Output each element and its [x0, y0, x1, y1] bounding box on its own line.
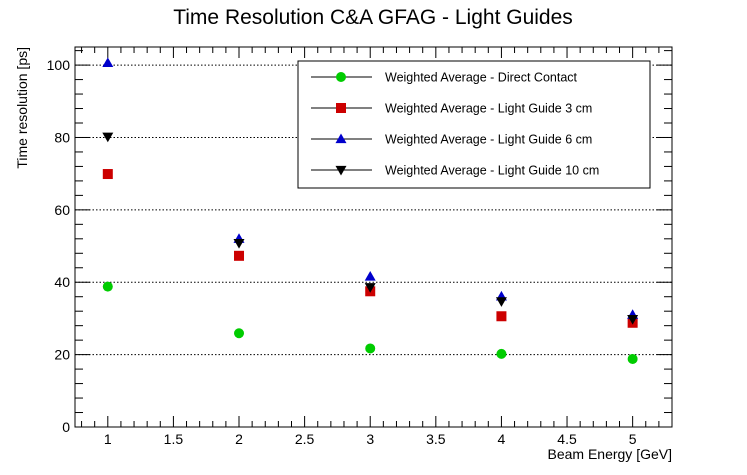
legend-label: Weighted Average - Light Guide 6 cm [385, 133, 592, 147]
y-tick-label: 20 [54, 347, 70, 363]
data-point-series-0 [102, 281, 113, 292]
legend-marker-series-3 [335, 165, 347, 176]
data-point-series-0 [365, 343, 376, 354]
x-tick-label: 5 [629, 431, 637, 447]
plot-frame [74, 46, 673, 428]
y-tick-label: 80 [54, 129, 70, 145]
legend-label: Weighted Average - Light Guide 3 cm [385, 102, 592, 116]
legend-marker-series-0 [336, 72, 346, 82]
x-tick-label: 2 [235, 431, 243, 447]
data-markers [102, 57, 639, 364]
x-tick-label: 2.5 [295, 431, 315, 447]
data-point-series-3 [364, 283, 376, 293]
data-point-series-0 [234, 328, 245, 339]
legend-marker-series-1 [336, 103, 346, 113]
x-tick-label: 1.5 [164, 431, 184, 447]
data-point-series-3 [627, 315, 639, 325]
x-tick-label: 1 [104, 431, 112, 447]
data-point-series-0 [627, 353, 638, 364]
data-point-series-1 [234, 250, 245, 261]
y-tick-label: 40 [54, 274, 70, 290]
data-point-series-3 [233, 239, 245, 249]
x-tick-label: 4 [498, 431, 506, 447]
legend-box [297, 60, 651, 189]
x-tick-label: 3.5 [426, 431, 446, 447]
y-axis-label: Time resolution [ps] [14, 47, 30, 169]
legend-label: Weighted Average - Light Guide 10 cm [385, 164, 599, 178]
tick-labels: 0 20 40 60 80 100 1 1.5 2 2.5 3 3.5 4 4.5 5 [47, 57, 637, 447]
x-axis-label: Beam Energy [GeV] [547, 446, 672, 462]
legend-marker-series-2 [335, 133, 347, 144]
data-point-series-2 [364, 270, 376, 281]
chart-title: Time Resolution C&A GFAG - Light Guides [173, 6, 573, 29]
data-point-series-3 [495, 297, 507, 307]
data-point-series-1 [496, 311, 507, 322]
legend: Weighted Average - Direct Contact Weighte… [297, 60, 651, 189]
x-tick-label: 4.5 [557, 431, 577, 447]
y-tick-label: 100 [47, 57, 71, 73]
data-point-series-2 [102, 57, 114, 68]
data-point-series-3 [102, 132, 114, 143]
data-point-series-1 [102, 169, 113, 180]
y-tick-label: 0 [62, 419, 70, 435]
x-tick-label: 3 [366, 431, 374, 447]
y-tick-label: 60 [54, 202, 70, 218]
data-point-series-0 [496, 348, 507, 359]
axis-ticks [75, 47, 672, 428]
legend-label: Weighted Average - Direct Contact [385, 71, 578, 85]
